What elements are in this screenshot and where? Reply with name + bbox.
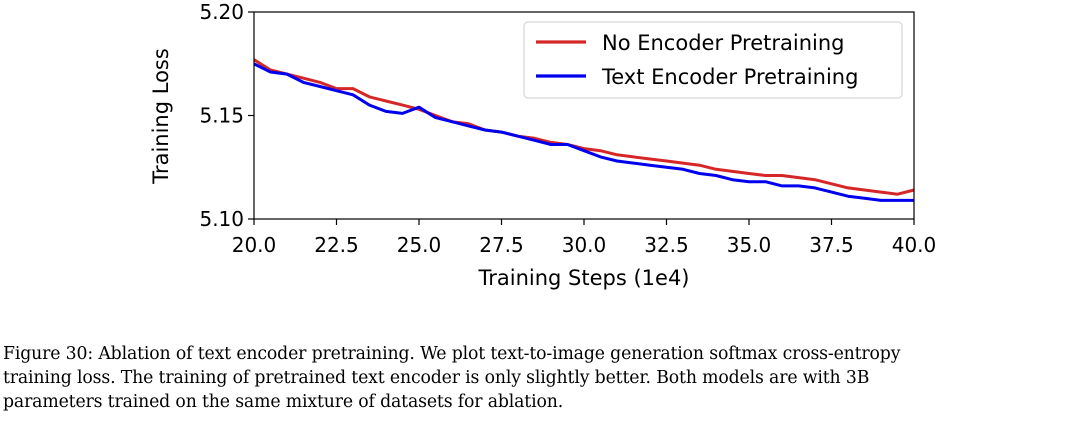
figure-caption: Figure 30: Ablation of text encoder pret… [3,342,1073,414]
y-tick-label: 5.10 [199,207,244,231]
x-axis-title: Training Steps (1e4) [478,266,690,290]
training-loss-chart: 20.0 22.5 25.0 27.5 30.0 32.5 35.0 37.5 40.0 5.10… [149,0,936,290]
caption-line: parameters trained on the same mixture o… [3,392,564,412]
chart-series [253,58,915,202]
x-tick-label: 20.0 [232,233,277,257]
y-axis-title: Training Loss [149,48,173,185]
y-tick-label: 5.15 [199,104,244,128]
axis-ticks: 20.0 22.5 25.0 27.5 30.0 32.5 35.0 37.5 40.0 5.10… [199,0,936,257]
y-tick-label: 5.20 [199,0,244,24]
x-tick-label: 32.5 [644,233,689,257]
x-tick-label: 40.0 [892,233,937,257]
legend-label-no-encoder-pretraining: No Encoder Pretraining [602,31,845,55]
legend-box [523,21,903,99]
x-tick-label: 22.5 [314,233,359,257]
x-tick-label: 25.0 [397,233,442,257]
caption-line: training loss. The training of pretraine… [3,368,870,388]
series-line-text-encoder-pretraining [253,62,914,202]
legend: No Encoder Pretraining Text Encoder Pret… [523,21,903,99]
legend-label-text-encoder-pretraining: Text Encoder Pretraining [601,65,858,89]
caption-line: Figure 30: Ablation of text encoder pret… [3,344,901,364]
x-tick-label: 30.0 [562,233,607,257]
x-tick-label: 35.0 [727,233,772,257]
x-tick-label: 37.5 [809,233,854,257]
plot-frame [253,11,915,220]
series-line-no-encoder-pretraining [253,58,915,196]
x-tick-label: 27.5 [479,233,524,257]
